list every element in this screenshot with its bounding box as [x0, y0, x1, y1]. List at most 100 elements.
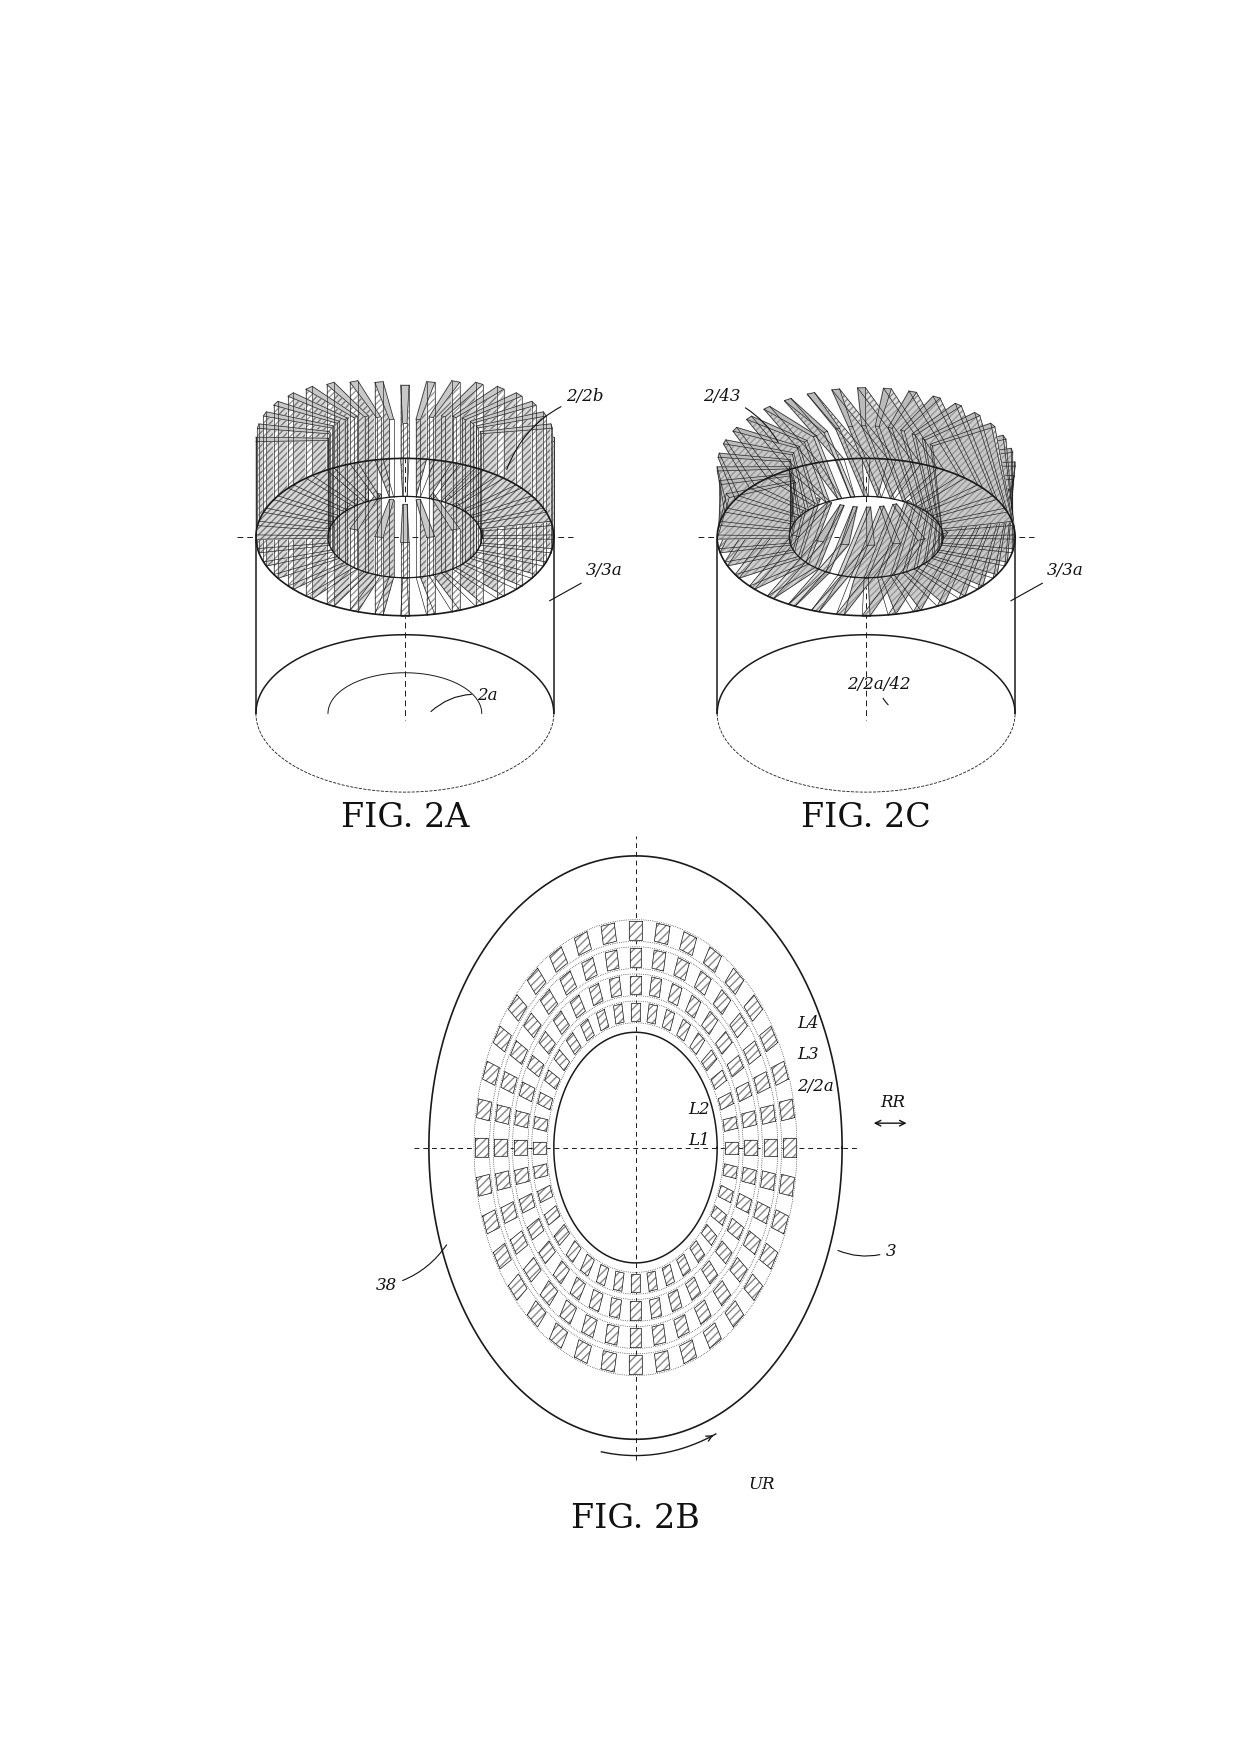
Polygon shape — [629, 922, 642, 939]
Polygon shape — [913, 403, 993, 516]
Polygon shape — [888, 428, 918, 506]
Polygon shape — [862, 426, 894, 499]
Polygon shape — [630, 1329, 641, 1346]
Polygon shape — [383, 500, 393, 615]
Polygon shape — [647, 1270, 657, 1292]
Polygon shape — [630, 948, 641, 967]
Polygon shape — [327, 518, 334, 606]
Polygon shape — [955, 403, 997, 499]
Polygon shape — [580, 1255, 594, 1276]
Polygon shape — [433, 493, 460, 610]
Polygon shape — [589, 983, 603, 1006]
Polygon shape — [923, 412, 980, 440]
Polygon shape — [755, 502, 832, 589]
Polygon shape — [864, 504, 897, 578]
Polygon shape — [374, 382, 389, 497]
Text: 2a: 2a — [432, 687, 497, 712]
Polygon shape — [771, 1210, 789, 1233]
Polygon shape — [844, 506, 900, 615]
Polygon shape — [689, 1033, 704, 1054]
Polygon shape — [463, 470, 522, 497]
Polygon shape — [744, 1232, 760, 1255]
Polygon shape — [807, 395, 864, 497]
Polygon shape — [771, 1061, 789, 1085]
Polygon shape — [516, 493, 522, 589]
Polygon shape — [511, 1232, 527, 1255]
Polygon shape — [374, 537, 383, 615]
Polygon shape — [470, 462, 536, 485]
Polygon shape — [327, 382, 368, 418]
Polygon shape — [475, 1138, 489, 1158]
Polygon shape — [838, 507, 870, 576]
Polygon shape — [975, 412, 1007, 513]
Polygon shape — [811, 544, 874, 611]
Polygon shape — [936, 451, 942, 537]
Polygon shape — [306, 386, 357, 418]
Polygon shape — [930, 444, 942, 530]
Polygon shape — [508, 1274, 527, 1300]
Polygon shape — [501, 1202, 517, 1223]
Polygon shape — [795, 507, 857, 606]
Polygon shape — [764, 407, 816, 437]
Polygon shape — [832, 389, 852, 426]
Polygon shape — [497, 507, 503, 599]
Polygon shape — [717, 483, 796, 539]
Polygon shape — [258, 425, 259, 525]
Polygon shape — [900, 396, 977, 509]
Polygon shape — [496, 1170, 511, 1191]
Polygon shape — [749, 536, 799, 589]
Polygon shape — [923, 439, 939, 523]
Polygon shape — [730, 1258, 748, 1283]
Polygon shape — [532, 402, 536, 500]
Polygon shape — [718, 469, 794, 523]
Polygon shape — [258, 451, 259, 553]
Polygon shape — [350, 382, 377, 499]
Polygon shape — [760, 1244, 777, 1269]
Polygon shape — [715, 1240, 732, 1263]
Polygon shape — [274, 405, 337, 518]
Polygon shape — [746, 416, 807, 442]
Polygon shape — [258, 428, 329, 530]
Polygon shape — [942, 470, 1014, 479]
Polygon shape — [875, 388, 892, 426]
Polygon shape — [451, 529, 460, 611]
Polygon shape — [789, 467, 795, 523]
Polygon shape — [923, 412, 1004, 522]
Polygon shape — [358, 493, 381, 611]
Polygon shape — [327, 486, 368, 522]
Polygon shape — [673, 1314, 689, 1337]
Polygon shape — [441, 382, 482, 418]
Polygon shape — [456, 479, 503, 596]
Polygon shape — [841, 507, 857, 544]
Polygon shape — [939, 462, 1014, 562]
Polygon shape — [350, 493, 381, 530]
Polygon shape — [668, 983, 682, 1006]
Polygon shape — [794, 493, 810, 552]
Polygon shape — [288, 396, 345, 511]
Polygon shape — [858, 388, 914, 499]
Polygon shape — [941, 449, 1013, 548]
Polygon shape — [662, 1265, 675, 1286]
Polygon shape — [441, 486, 482, 522]
Polygon shape — [785, 400, 851, 497]
Polygon shape — [258, 446, 330, 456]
Polygon shape — [738, 486, 802, 509]
Polygon shape — [680, 932, 697, 955]
Polygon shape — [888, 391, 916, 428]
Polygon shape — [725, 967, 744, 994]
Polygon shape — [554, 1225, 569, 1246]
Polygon shape — [932, 485, 999, 506]
Polygon shape — [350, 381, 381, 418]
Polygon shape — [580, 1018, 594, 1041]
Polygon shape — [746, 416, 795, 470]
Polygon shape — [533, 1163, 548, 1179]
Polygon shape — [516, 393, 522, 488]
Polygon shape — [417, 382, 435, 419]
Polygon shape — [476, 382, 482, 470]
Polygon shape — [792, 453, 808, 511]
Polygon shape — [723, 440, 794, 455]
Text: FIG. 2A: FIG. 2A — [341, 802, 469, 833]
Polygon shape — [429, 381, 451, 499]
Polygon shape — [914, 485, 935, 569]
Polygon shape — [495, 1140, 507, 1156]
